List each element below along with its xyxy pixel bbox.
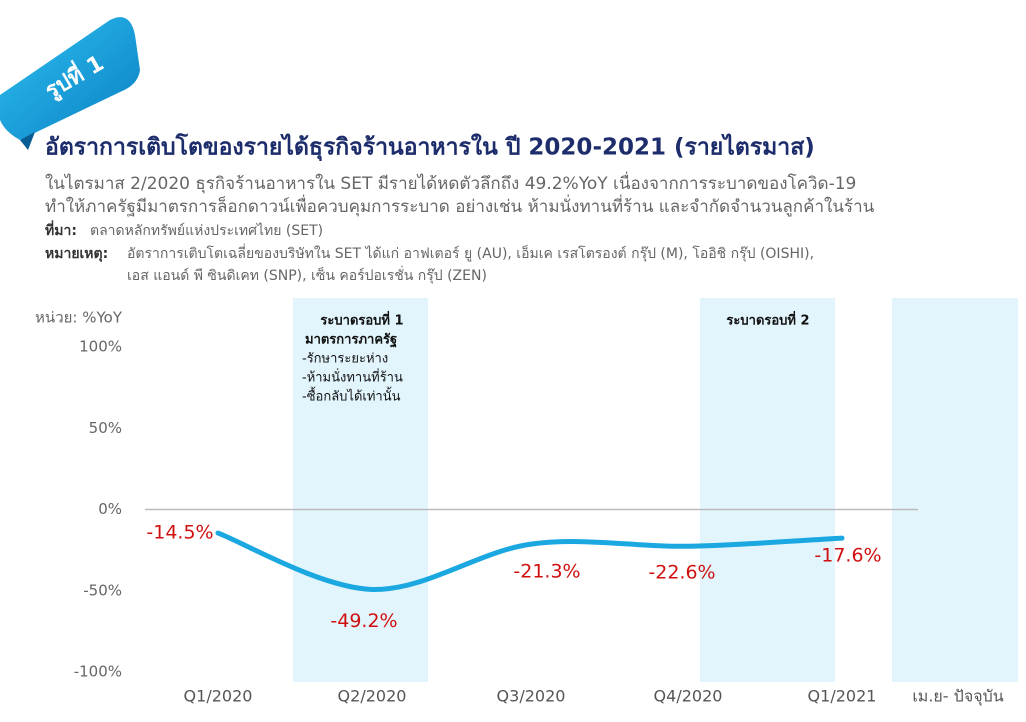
annotation-line: มาตรการภาครัฐ [305, 333, 397, 349]
badge-ribbon [0, 17, 140, 141]
annotation-title: ระบาดรอบที่ 1 [320, 311, 403, 329]
y-tick-label: 100% [79, 338, 122, 356]
y-tick-label: 50% [89, 419, 122, 437]
note: อัตราการเติบโตเฉลี่ยของบริษัทใน SET ได้แ… [127, 244, 814, 262]
y-tick-label: 0% [98, 500, 122, 518]
ribbon-fold [20, 132, 35, 150]
x-tick-label: Q1/2020 [184, 687, 253, 706]
data-label: -17.6% [814, 545, 881, 567]
period-band [700, 298, 835, 682]
x-tick-label: Q2/2020 [338, 687, 407, 706]
data-label: -14.5% [146, 522, 213, 544]
title: อัตราการเติบโตของรายได้ธุรกิจร้านอาหารใน… [45, 133, 815, 162]
line-series [215, 530, 845, 592]
note: เอส แอนด์ พี ซินดิเคท (SNP), เซ็น คอร์ปอ… [127, 266, 487, 284]
x-tick-label: Q3/2020 [497, 687, 566, 706]
x-tick-label: Q1/2021 [808, 687, 877, 706]
x-tick-label: เม.ย- ปัจจุบัน [912, 687, 1003, 707]
annotation-line: -ห้ามนั่งทานที่ร้าน [302, 369, 403, 386]
data-label: -21.3% [513, 561, 580, 583]
unit-label: หน่วย: %YoY [35, 309, 123, 327]
annotation-line: -รักษาระยะห่าง [302, 352, 388, 367]
annotation-title: ระบาดรอบที่ 2 [726, 311, 809, 329]
x-tick-label: Q4/2020 [654, 687, 723, 706]
source: ตลาดหลักทรัพย์แห่งประเทศไทย (SET) [90, 222, 323, 239]
subtitle: ทำให้ภาครัฐมีมาตรการล็อกดาวน์เพื่อควบคุม… [45, 194, 875, 217]
period-band [892, 298, 1018, 682]
data-label: -22.6% [648, 562, 715, 584]
note-label: หมายเหตุ: [45, 246, 108, 262]
data-label: -49.2% [330, 610, 397, 632]
annotation-line: -ซื้อกลับได้เท่านั้น [302, 387, 401, 405]
y-tick-label: -100% [74, 663, 122, 681]
source-label: ที่มา: [45, 220, 77, 239]
period-band [293, 298, 428, 682]
y-tick-label: -50% [83, 581, 122, 599]
subtitle: ในไตรมาส 2/2020 ธุรกิจร้านอาหารใน SET มี… [45, 171, 856, 194]
